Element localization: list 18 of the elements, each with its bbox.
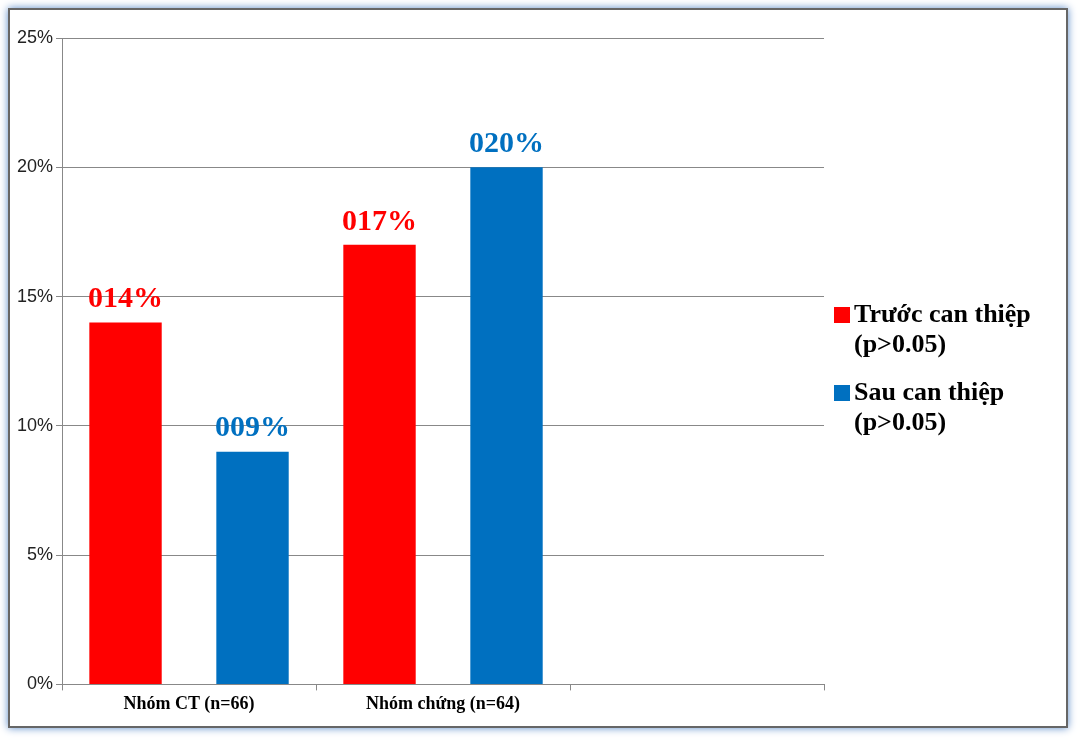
legend-label: Trước can thiệp (p>0.05) xyxy=(854,299,1032,359)
y-tick-label: 20% xyxy=(17,156,54,177)
data-label: 020% xyxy=(469,125,545,159)
bar xyxy=(89,322,162,684)
y-tick-label: 15% xyxy=(17,285,54,306)
data-label: 014% xyxy=(88,280,164,314)
x-tick-label: Nhóm CT (n=66) xyxy=(123,692,255,714)
y-tick-label: 5% xyxy=(27,544,54,565)
data-label: 017% xyxy=(342,202,418,236)
y-tick-label: 0% xyxy=(27,673,54,694)
y-tick-label: 10% xyxy=(17,414,54,435)
bar xyxy=(343,244,416,684)
bar xyxy=(470,167,543,684)
x-tick-label: Nhóm chứng (n=64) xyxy=(365,692,521,714)
bar xyxy=(216,451,289,684)
data-label: 009% xyxy=(215,409,291,443)
legend-label: Sau can thiệp (p>0.05) xyxy=(854,377,1006,437)
y-tick-label: 25% xyxy=(17,26,54,47)
